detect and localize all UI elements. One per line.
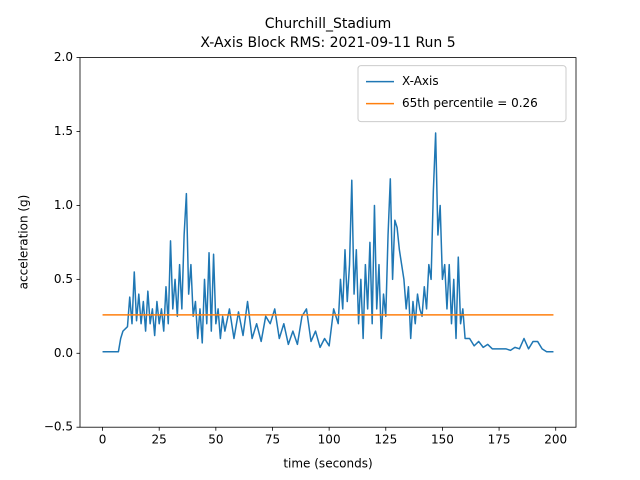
y-axis-label: acceleration (g): [17, 195, 31, 290]
x-tick-label: 175: [488, 433, 511, 447]
x-tick-label: 25: [152, 433, 167, 447]
x-tick-label: 100: [318, 433, 341, 447]
legend-label: X-Axis: [402, 74, 439, 88]
y-tick-label: 2.0: [54, 50, 73, 64]
x-tick-label: 50: [208, 433, 223, 447]
chart-title: Churchill_Stadium: [265, 16, 391, 32]
x-tick-label: 75: [265, 433, 280, 447]
y-tick-label: 0.5: [54, 272, 73, 286]
plot-frame: [79, 57, 577, 428]
chart-subtitle: X-Axis Block RMS: 2021-09-11 Run 5: [200, 35, 455, 51]
legend-label: 65th percentile = 0.26: [402, 96, 538, 110]
x-tick-label: 0: [99, 433, 107, 447]
x-tick-label: 125: [374, 433, 397, 447]
y-tick-label: 1.5: [54, 124, 73, 138]
x-axis-label: time (seconds): [283, 457, 372, 471]
x-tick-label: 200: [544, 433, 567, 447]
x-tick-label: 150: [431, 433, 454, 447]
legend-box: [357, 65, 567, 123]
y-tick-label: 1.0: [54, 198, 73, 212]
y-tick-label: 0.0: [54, 346, 73, 360]
y-tick-label: −0.5: [44, 420, 73, 434]
data-line: [102, 132, 554, 353]
